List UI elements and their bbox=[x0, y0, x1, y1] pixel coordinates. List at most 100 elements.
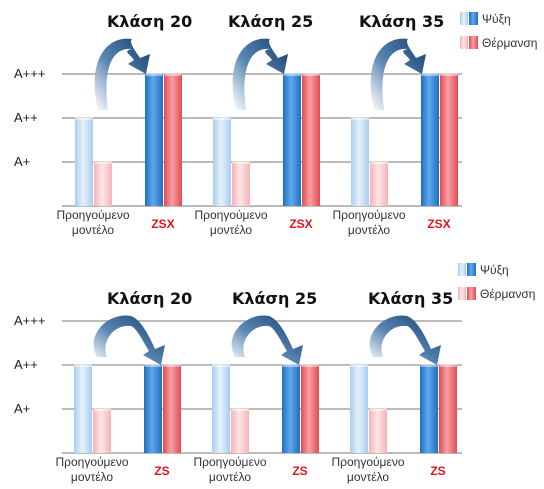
bar-cooling-new-cap bbox=[420, 363, 438, 367]
category-label-previous: μοντέλο bbox=[71, 470, 113, 484]
legend-swatch-cooling bbox=[460, 12, 478, 25]
category-label-new: ZS bbox=[430, 464, 445, 478]
bar-heating-new bbox=[302, 74, 320, 206]
bar-cooling-previous bbox=[75, 118, 93, 206]
bar-heating-previous bbox=[94, 162, 112, 206]
category-label-previous: μοντέλο bbox=[72, 223, 114, 237]
legend-label: Ψύξη bbox=[482, 12, 511, 26]
bar-heating-previous bbox=[370, 162, 388, 206]
bar-heating-previous-cap bbox=[370, 160, 388, 164]
bar-heating-new-cap bbox=[164, 72, 182, 76]
category-label-previous: μοντέλο bbox=[347, 470, 389, 484]
group-title: Κλάση 35 bbox=[368, 289, 453, 308]
category-label-previous: Προηγούμενο bbox=[194, 208, 267, 222]
legend-swatch-light bbox=[460, 12, 468, 25]
group-title: Κλάση 20 bbox=[107, 289, 192, 308]
y-tick-label: A+++ bbox=[14, 313, 45, 328]
legend-swatch-heating bbox=[460, 36, 478, 49]
bar-cooling-previous-cap bbox=[74, 363, 92, 367]
improvement-arrow bbox=[232, 38, 288, 110]
bar-heating-new-cap bbox=[163, 363, 181, 367]
legend-swatch-light bbox=[460, 36, 468, 49]
bar-cooling-previous bbox=[351, 118, 369, 206]
legend-swatch-dark bbox=[467, 287, 476, 300]
bar-cooling-previous-cap bbox=[213, 116, 231, 120]
bar-heating-previous-cap bbox=[369, 407, 387, 411]
bar-cooling-previous-cap bbox=[212, 363, 230, 367]
legend-swatch-cooling bbox=[458, 263, 476, 276]
legend: Ψύξη Θέρμανση bbox=[458, 263, 535, 301]
bar-cooling-previous bbox=[212, 365, 230, 453]
category-label-previous: Προηγούμενο bbox=[56, 208, 129, 222]
category-label-previous: Προηγούμενο bbox=[55, 455, 128, 469]
group-title: Κλάση 25 bbox=[228, 12, 313, 31]
bar-cooling-previous bbox=[74, 365, 92, 453]
improvement-arrow bbox=[369, 315, 441, 365]
category-label-new: ZSX bbox=[427, 217, 450, 231]
bar-heating-new-cap bbox=[301, 363, 319, 367]
bar-heating-new bbox=[164, 74, 182, 206]
improvement-arrow bbox=[94, 38, 150, 110]
y-tick-label: A+ bbox=[14, 401, 30, 416]
bar-heating-new bbox=[301, 365, 319, 453]
bar-cooling-previous-cap bbox=[351, 116, 369, 120]
bar-heating-previous bbox=[93, 409, 111, 453]
legend: Ψύξη Θέρμανση bbox=[460, 12, 537, 50]
bar-heating-previous bbox=[232, 162, 250, 206]
legend-swatch-light bbox=[458, 263, 466, 276]
y-tick-label: A++ bbox=[14, 110, 38, 125]
bar-cooling-new-cap bbox=[283, 72, 301, 76]
bar-cooling-new bbox=[283, 74, 301, 206]
bar-cooling-new-cap bbox=[145, 72, 163, 76]
bar-heating-previous bbox=[369, 409, 387, 453]
bar-cooling-new-cap bbox=[282, 363, 300, 367]
bar-heating-previous-cap bbox=[94, 160, 112, 164]
legend-swatch-dark bbox=[469, 12, 478, 25]
legend-label: Θέρμανση bbox=[482, 36, 537, 50]
category-label-new: ZSX bbox=[289, 217, 312, 231]
bar-heating-previous-cap bbox=[232, 160, 250, 164]
group-title: Κλάση 25 bbox=[232, 289, 317, 308]
category-label-new: ZS bbox=[292, 464, 307, 478]
bar-heating-new-cap bbox=[440, 72, 458, 76]
bar-cooling-new bbox=[420, 365, 438, 453]
category-label-previous: μοντέλο bbox=[348, 223, 390, 237]
bar-cooling-new bbox=[282, 365, 300, 453]
bar-heating-new bbox=[163, 365, 181, 453]
bar-heating-previous-cap bbox=[231, 407, 249, 411]
category-label-previous: μοντέλο bbox=[210, 223, 252, 237]
category-label-new: ZS bbox=[154, 464, 169, 478]
y-tick-label: A++ bbox=[14, 357, 38, 372]
y-tick-label: A+++ bbox=[14, 66, 45, 81]
bar-cooling-previous-cap bbox=[350, 363, 368, 367]
category-label-new: ZSX bbox=[151, 217, 174, 231]
improvement-arrow bbox=[93, 315, 165, 365]
bar-heating-new-cap bbox=[302, 72, 320, 76]
category-label-previous: Προηγούμενο bbox=[193, 455, 266, 469]
bar-cooling-new bbox=[421, 74, 439, 206]
bar-cooling-previous-cap bbox=[75, 116, 93, 120]
group-title: Κλάση 35 bbox=[359, 12, 444, 31]
group-title: Κλάση 20 bbox=[107, 12, 192, 31]
legend-label: Θέρμανση bbox=[480, 287, 535, 301]
bar-cooling-new bbox=[145, 74, 163, 206]
legend-swatch-dark bbox=[469, 36, 478, 49]
bar-cooling-previous bbox=[213, 118, 231, 206]
bar-heating-new bbox=[439, 365, 457, 453]
category-label-previous: Προηγούμενο bbox=[331, 455, 404, 469]
bar-heating-new bbox=[440, 74, 458, 206]
category-label-previous: Προηγούμενο bbox=[332, 208, 405, 222]
legend-swatch-heating bbox=[458, 287, 476, 300]
legend-label: Ψύξη bbox=[480, 263, 509, 277]
bar-heating-previous bbox=[231, 409, 249, 453]
bar-heating-new-cap bbox=[439, 363, 457, 367]
improvement-arrow bbox=[370, 38, 426, 110]
legend-swatch-light bbox=[458, 287, 466, 300]
y-tick-label: A+ bbox=[14, 154, 30, 169]
improvement-arrow bbox=[231, 315, 303, 365]
legend-swatch-dark bbox=[467, 263, 476, 276]
bar-cooling-new-cap bbox=[421, 72, 439, 76]
